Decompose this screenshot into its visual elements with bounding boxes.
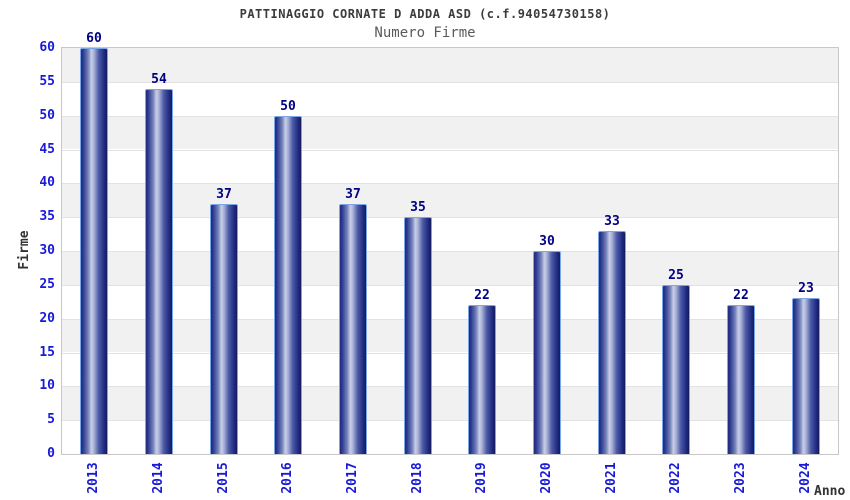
- gridline: [62, 115, 838, 117]
- x-tick-label: 2017: [345, 462, 360, 494]
- y-tick-label: 30: [39, 243, 55, 258]
- bar-value-label: 37: [345, 187, 361, 202]
- bar-2024: [792, 298, 820, 454]
- bar-2020: [533, 251, 561, 454]
- gridline: [62, 183, 838, 185]
- grid-band: [62, 386, 838, 421]
- gridline: [62, 217, 838, 219]
- gridline: [62, 420, 838, 422]
- gridline: [62, 318, 838, 320]
- y-tick-label: 40: [39, 175, 55, 191]
- bar-value-label: 23: [798, 281, 814, 296]
- bar-value-label: 37: [216, 187, 232, 202]
- y-tick-label: 5: [47, 412, 55, 428]
- y-tick-label: 50: [39, 107, 55, 123]
- grid-band: [62, 352, 838, 387]
- x-tick-label: 2018: [410, 462, 425, 494]
- grid-band: [62, 420, 838, 454]
- x-tick-label: 2024: [798, 462, 813, 494]
- bar-2021: [598, 231, 626, 454]
- y-tick-label: 60: [39, 40, 55, 55]
- x-tick-label: 2013: [86, 462, 101, 494]
- x-tick-label: 2015: [216, 462, 231, 494]
- x-tick-label: 2014: [151, 462, 166, 494]
- gridline: [62, 251, 838, 252]
- gridline: [62, 386, 838, 388]
- bar-value-label: 60: [86, 31, 102, 46]
- y-tick-label: 15: [39, 344, 55, 360]
- chart-subtitle: Numero Firme: [374, 25, 476, 41]
- grid-band: [62, 48, 838, 82]
- x-tick-label: 2021: [604, 462, 619, 494]
- bar-value-label: 33: [604, 214, 620, 229]
- x-tick-label: 2016: [280, 462, 295, 494]
- bar-value-label: 22: [733, 288, 749, 303]
- bar-2023: [727, 305, 755, 454]
- bar-2018: [404, 217, 432, 454]
- grid-band: [62, 217, 838, 251]
- gridline: [62, 81, 838, 83]
- y-tick-label: 45: [39, 141, 55, 157]
- gridline: [62, 352, 838, 354]
- y-tick-label: 0: [47, 446, 55, 461]
- bar-value-label: 30: [539, 234, 555, 249]
- grid-band: [62, 318, 838, 353]
- bar-2016: [274, 116, 302, 454]
- bar-2015: [210, 204, 238, 454]
- bar-2022: [662, 285, 690, 454]
- x-axis-title: Anno: [814, 484, 846, 499]
- y-tick-label: 35: [39, 209, 55, 225]
- grid-band: [62, 115, 838, 150]
- grid-band: [62, 149, 838, 184]
- chart-title: PATTINAGGIO CORNATE D ADDA ASD (c.f.9405…: [239, 7, 611, 21]
- grid-band: [62, 284, 838, 319]
- x-tick-label: 2022: [668, 462, 683, 494]
- bar-2019: [468, 305, 496, 454]
- bar-value-label: 22: [474, 288, 490, 303]
- y-tick-label: 25: [39, 276, 55, 292]
- bar-value-label: 35: [410, 200, 426, 215]
- bar-value-label: 54: [151, 72, 167, 87]
- x-tick-label: 2020: [539, 462, 554, 494]
- gridline: [62, 149, 838, 151]
- bar-value-label: 50: [280, 99, 296, 114]
- bar-2017: [339, 204, 367, 454]
- grid-band: [62, 81, 838, 116]
- grid-band: [62, 251, 838, 285]
- plot-area: [61, 47, 839, 455]
- y-tick-label: 20: [39, 310, 55, 326]
- bar-2014: [145, 89, 173, 454]
- grid-band: [62, 183, 838, 218]
- x-tick-label: 2023: [733, 462, 748, 494]
- gridline: [62, 284, 838, 286]
- x-tick-label: 2019: [474, 462, 489, 494]
- bar-value-label: 25: [668, 268, 684, 283]
- y-tick-label: 55: [39, 73, 55, 89]
- bar-2013: [80, 48, 108, 454]
- y-tick-label: 10: [39, 378, 55, 394]
